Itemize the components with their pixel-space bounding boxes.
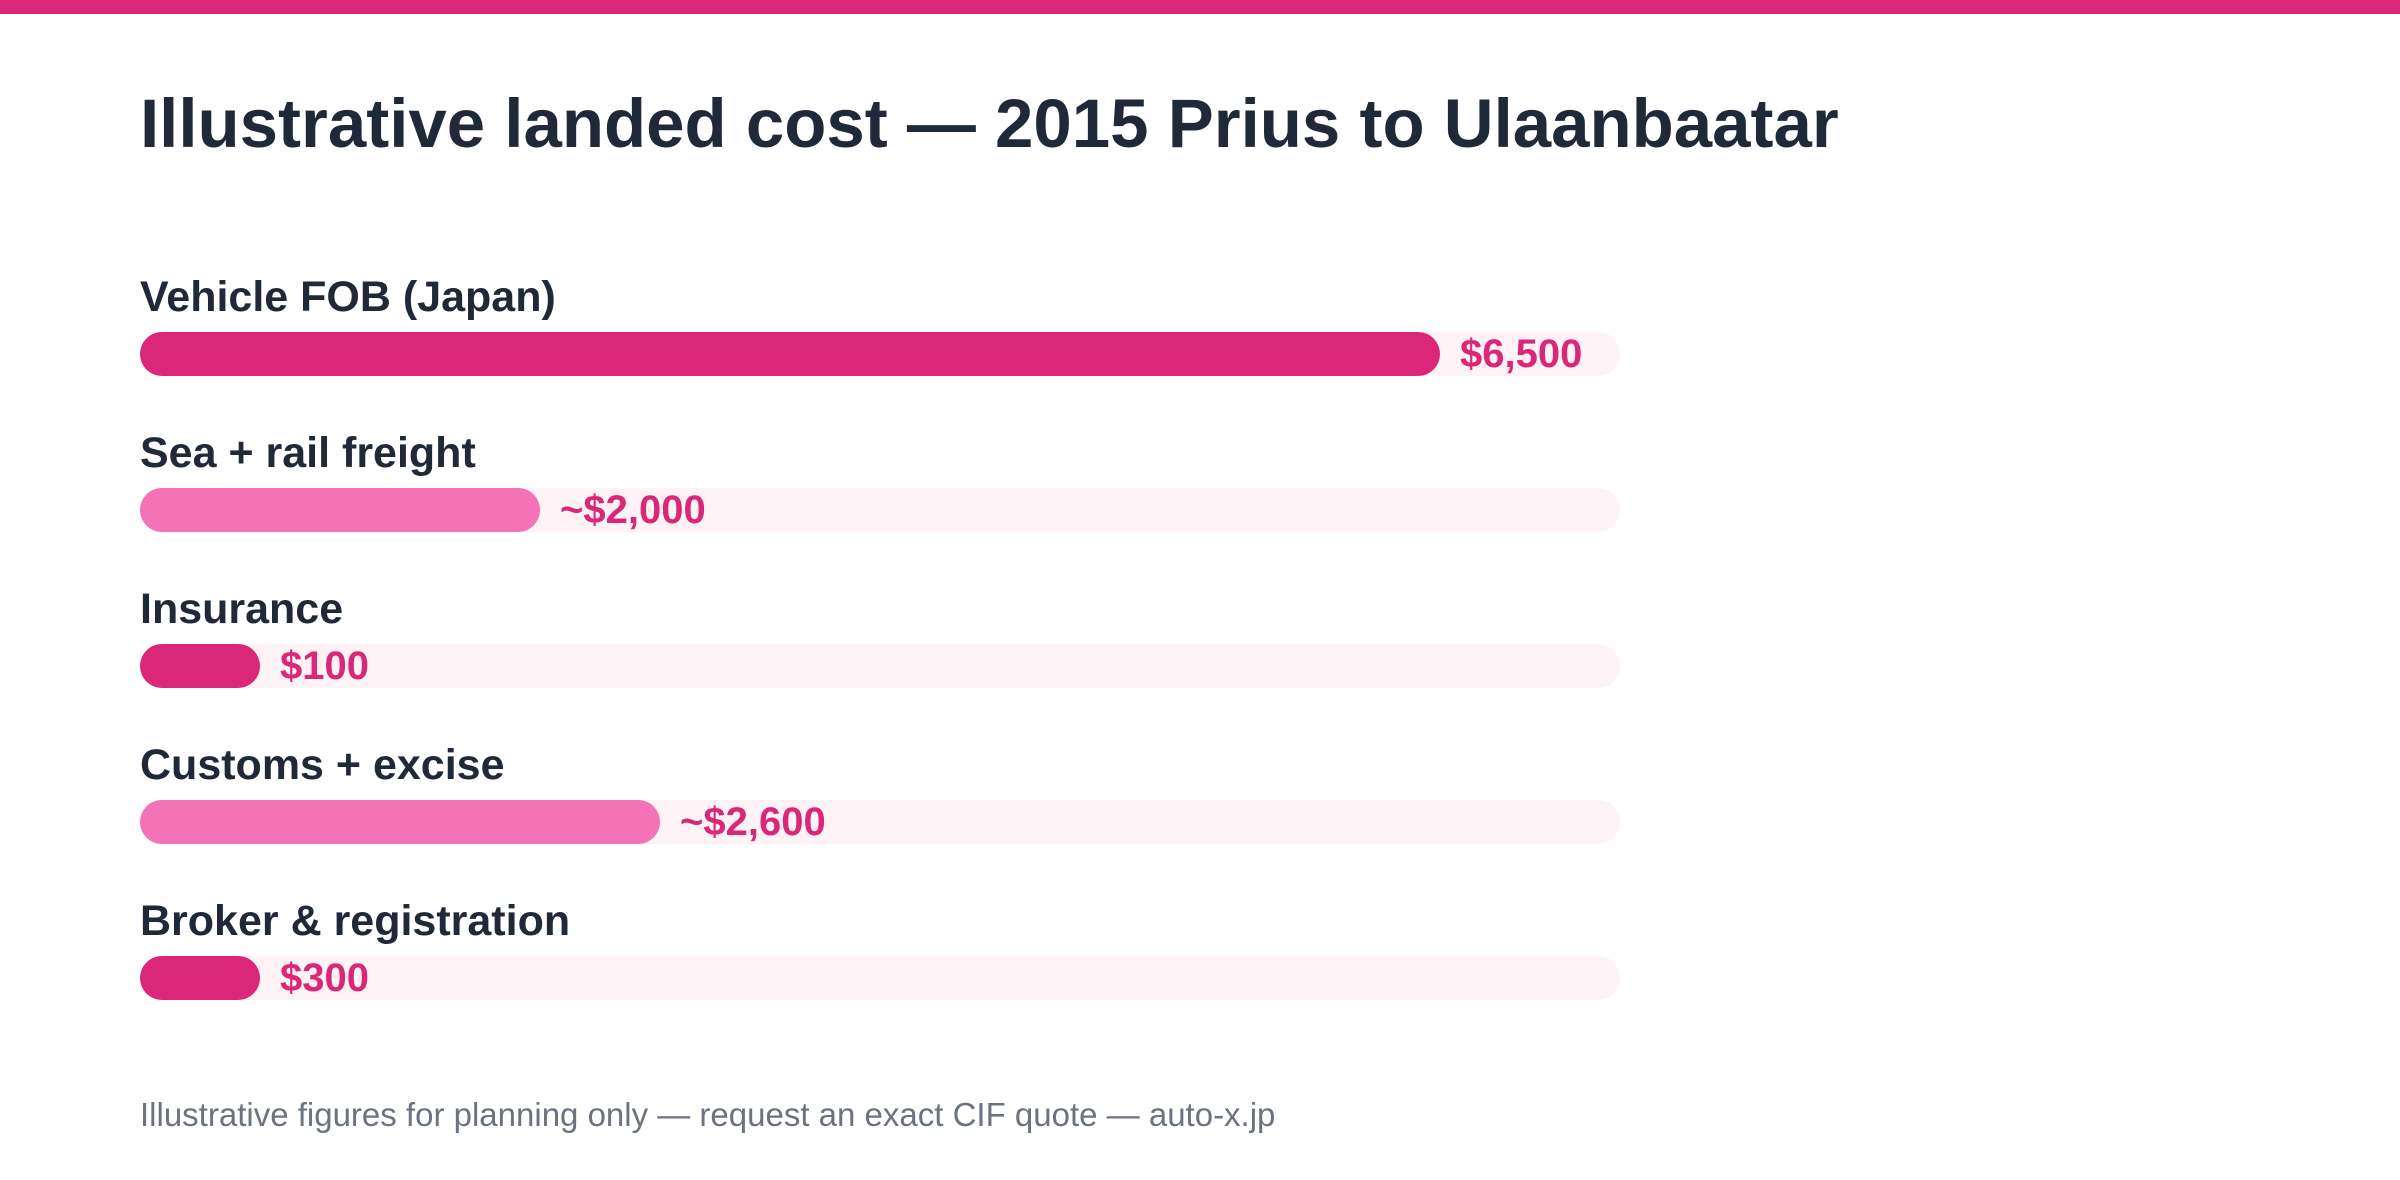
bar-row: Customs + excise ~$2,600	[140, 738, 1620, 894]
bar-row: Broker & registration $300	[140, 894, 1620, 1050]
bar	[140, 644, 260, 688]
cost-bar-chart: Vehicle FOB (Japan) $6,500 Sea + rail frei…	[140, 270, 1620, 1050]
bar-row: Insurance $100	[140, 582, 1620, 738]
category-label: Customs + excise	[140, 741, 505, 789]
bar	[140, 332, 1440, 376]
chart-title: Illustrative landed cost — 2015 Prius to…	[140, 85, 1839, 162]
value-label: ~$2,600	[680, 800, 826, 844]
footnote: Illustrative figures for planning only —…	[140, 1096, 1276, 1133]
bar	[140, 956, 260, 1000]
value-label: ~$2,000	[560, 488, 706, 532]
bar	[140, 800, 660, 844]
category-label: Vehicle FOB (Japan)	[140, 273, 556, 321]
value-label: $300	[280, 956, 369, 1000]
category-label: Broker & registration	[140, 897, 571, 945]
bar-track: $300	[140, 956, 1620, 1000]
bar-row: Sea + rail freight ~$2,000	[140, 426, 1620, 582]
bar-track: $6,500	[140, 332, 1620, 376]
bar-row: Vehicle FOB (Japan) $6,500	[140, 270, 1620, 426]
bar-track: ~$2,600	[140, 800, 1620, 844]
bar-track: ~$2,000	[140, 488, 1620, 532]
category-label: Sea + rail freight	[140, 429, 476, 477]
value-label: $100	[280, 644, 369, 688]
category-label: Insurance	[140, 585, 344, 633]
top-accent-stripe	[0, 0, 2400, 14]
value-label: $6,500	[1460, 332, 1583, 376]
bar-track: $100	[140, 644, 1620, 688]
bar	[140, 488, 540, 532]
